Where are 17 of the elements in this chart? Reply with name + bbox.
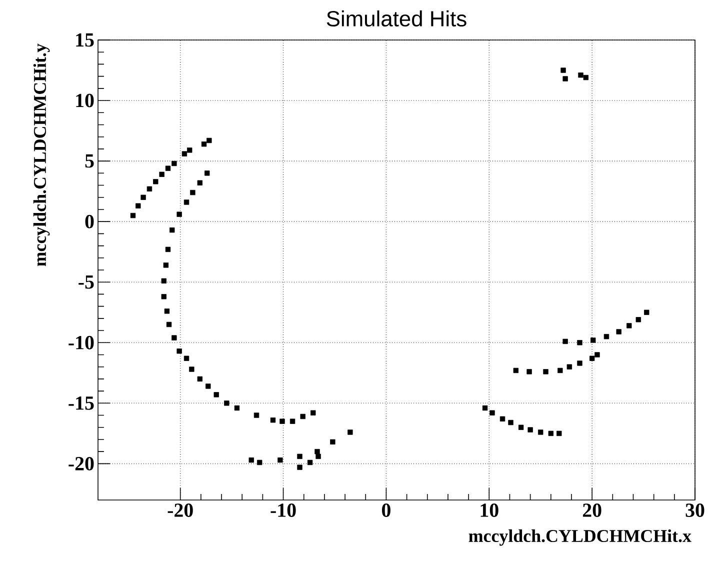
x-tick-label: 10 bbox=[480, 504, 498, 517]
x-axis-title: mccyldch.CYLDCHMCHit.x bbox=[468, 529, 692, 546]
y-tick-label: -10 bbox=[68, 336, 94, 350]
y-tick-label: 5 bbox=[85, 154, 94, 168]
y-tick-label: 10 bbox=[76, 94, 94, 108]
y-tick-label: -5 bbox=[78, 275, 94, 289]
y-axis-title: mccyldch.CYLDCHMCHit.y bbox=[33, 44, 50, 266]
y-tick-label: -15 bbox=[68, 396, 94, 410]
x-tick-label: 20 bbox=[582, 504, 602, 517]
x-tick-label: 0 bbox=[382, 504, 390, 517]
y-tick-label: -20 bbox=[68, 456, 94, 470]
x-tick-label: 30 bbox=[686, 504, 704, 517]
y-tick-label: 0 bbox=[85, 214, 94, 228]
x-tick-label: -20 bbox=[168, 504, 193, 517]
y-tick-label: 15 bbox=[76, 33, 94, 47]
x-tick-label: -10 bbox=[270, 504, 296, 517]
chart-title: Simulated Hits bbox=[326, 10, 466, 27]
